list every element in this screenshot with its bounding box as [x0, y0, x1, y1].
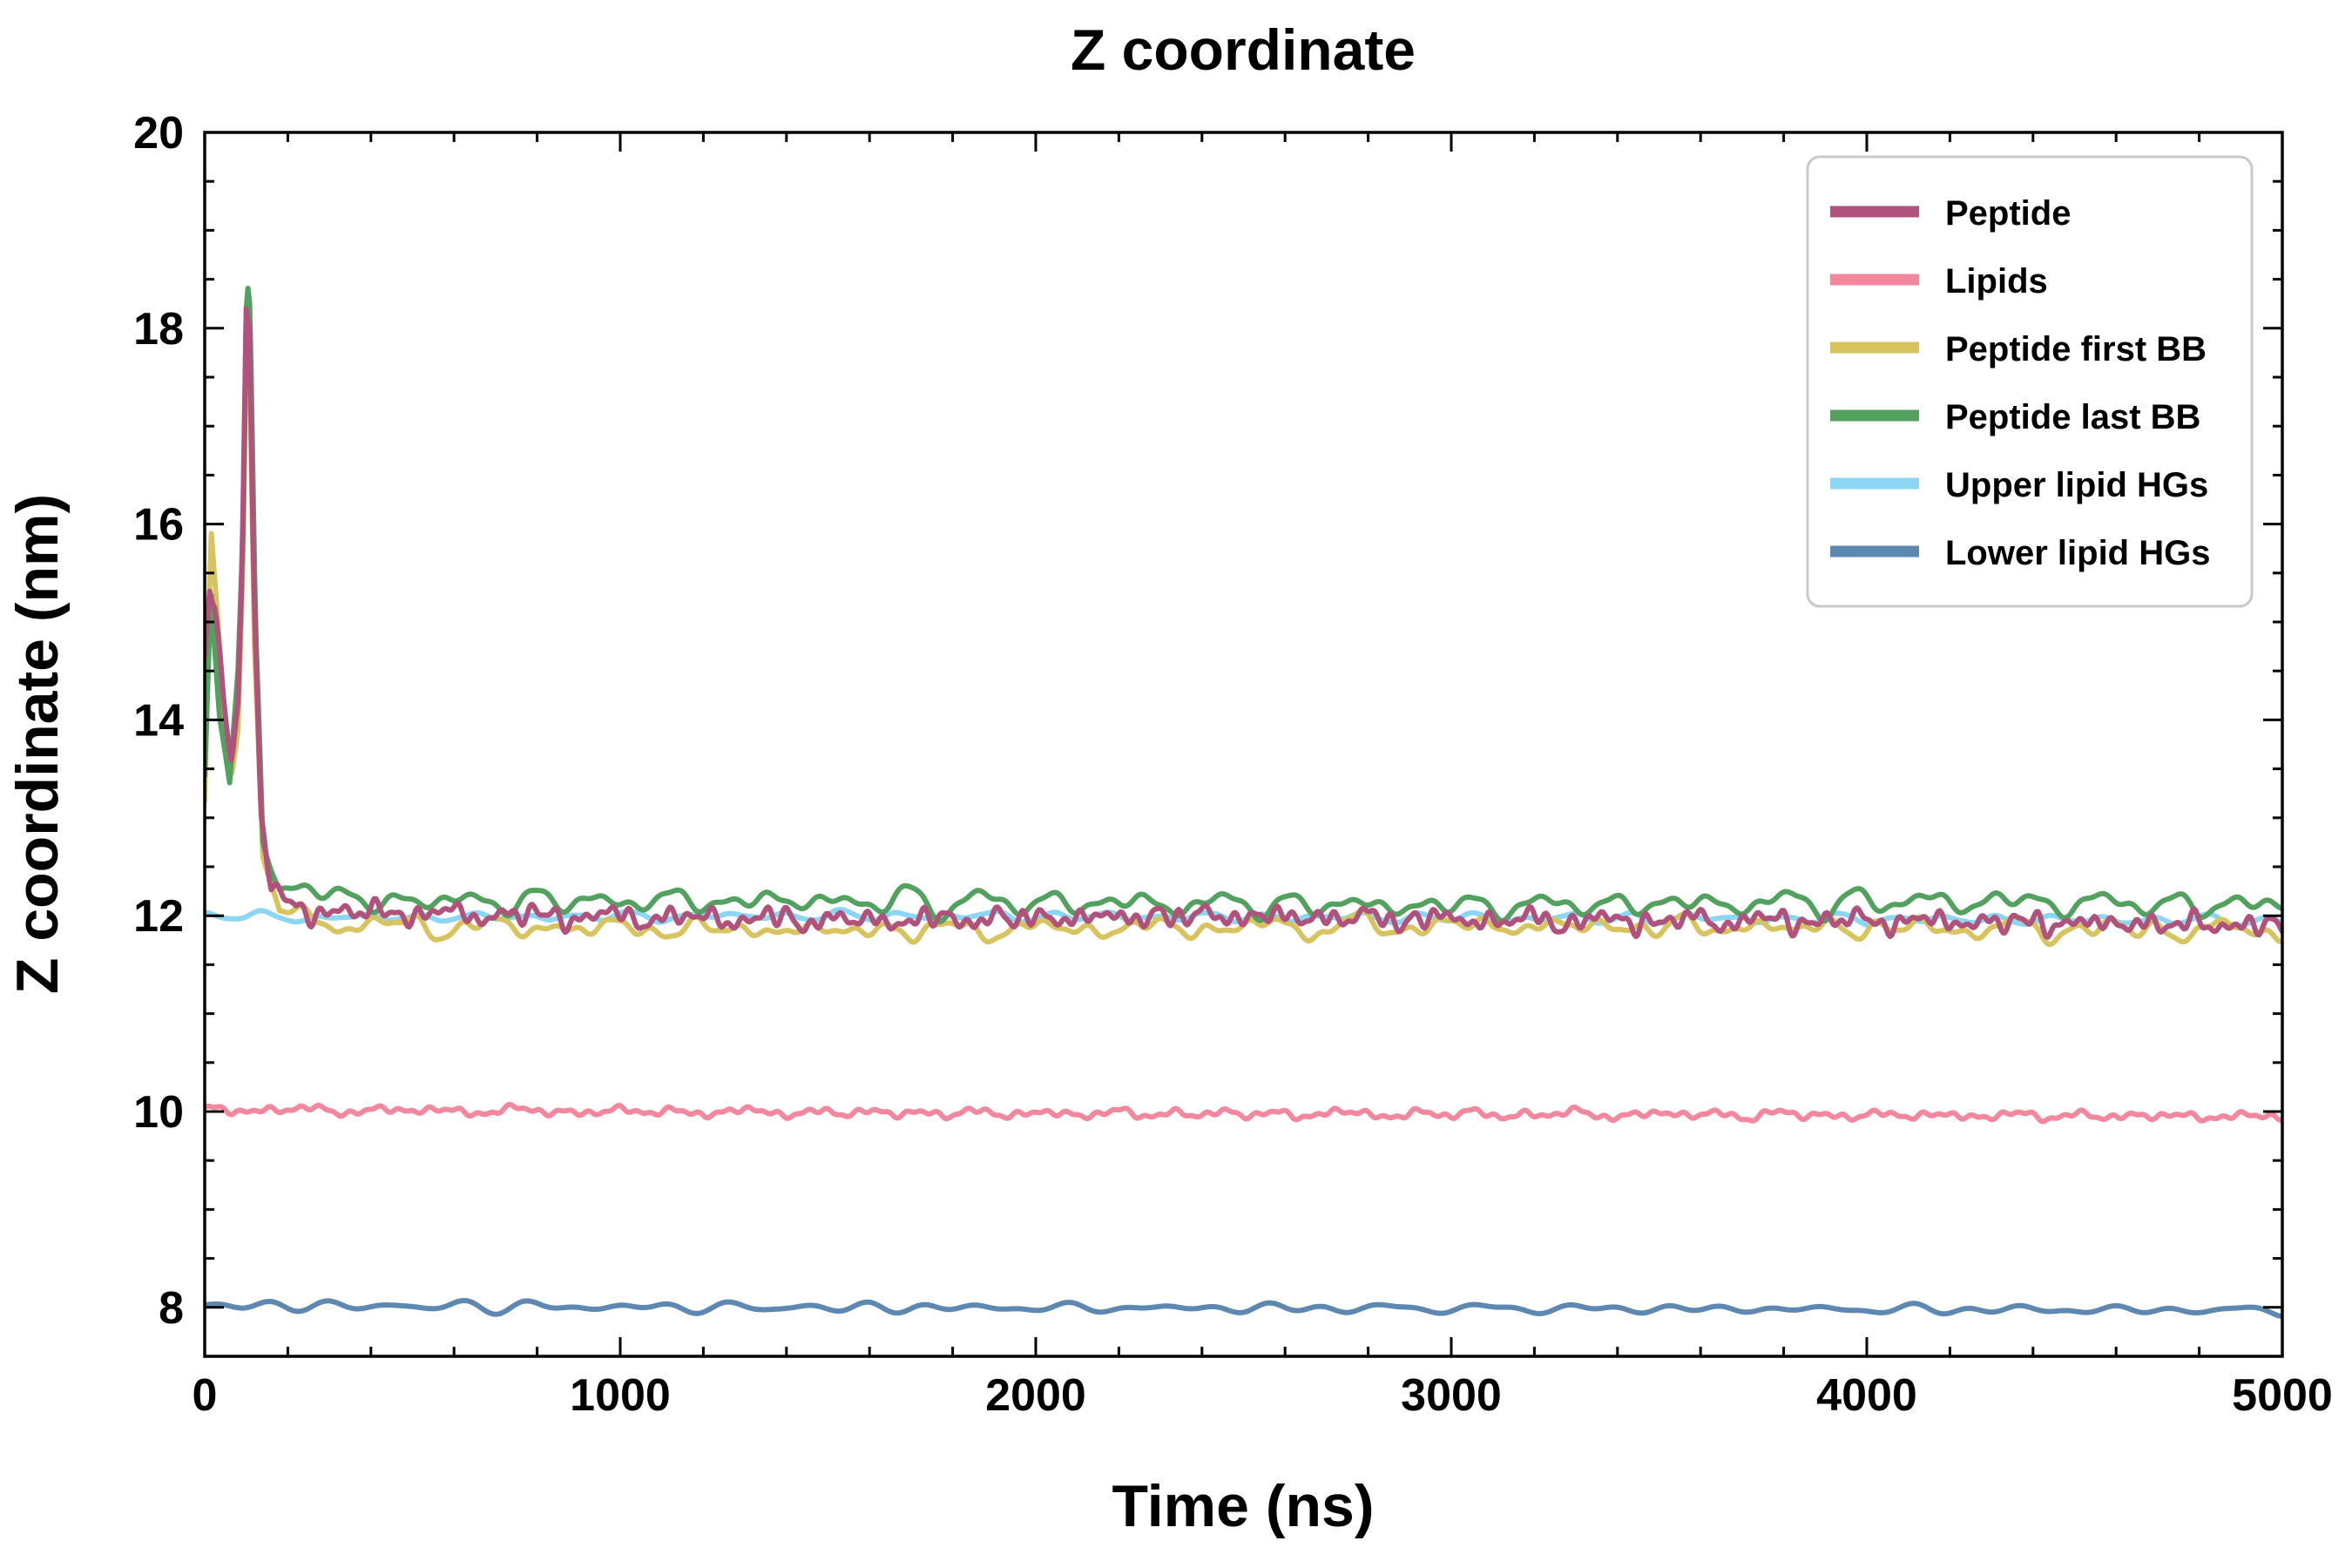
- series-line-peptide: [205, 306, 2282, 940]
- series-line-peptide-last-bb: [205, 286, 2282, 925]
- tick-labels: 0 1000 2000 3000 4000 5000 8 10 12 14 16 18 20: [133, 108, 2333, 1421]
- series-line-lower-lipid-hgs: [205, 1298, 2282, 1320]
- legend-item-peptide-last-bb: Peptide last BB: [1830, 398, 2200, 436]
- y-axis-label: Z coordinate (nm): [4, 494, 71, 994]
- legend-label-lipids: Lipids: [1945, 262, 2048, 301]
- legend-item-lower-lipid-hgs: Lower lipid HGs: [1830, 534, 2210, 572]
- legend-label-peptide-last-bb: Peptide last BB: [1945, 398, 2200, 436]
- legend-label-upper-lipid-hgs: Upper lipid HGs: [1945, 466, 2208, 504]
- chart-title: Z coordinate: [1071, 17, 1416, 82]
- legend-item-lipids: Lipids: [1830, 262, 2048, 301]
- legend-item-peptide: Peptide: [1830, 194, 2071, 233]
- legend-item-upper-lipid-hgs: Upper lipid HGs: [1830, 466, 2208, 504]
- x-tick-label-1000: 1000: [570, 1370, 671, 1421]
- legend-item-peptide-first-bb: Peptide first BB: [1830, 330, 2207, 368]
- plot-border: [203, 131, 2284, 1358]
- y-tick-label-8: 8: [159, 1283, 184, 1334]
- x-tick-label-3000: 3000: [1401, 1370, 1502, 1421]
- y-tick-label-10: 10: [133, 1087, 184, 1138]
- x-tick-label-2000: 2000: [985, 1370, 1086, 1421]
- plot-root: 0 1000 2000 3000 4000 5000 8 10 12 14 16 18 20 Peptid…: [133, 108, 2333, 1421]
- series-line-lipids: [205, 1101, 2282, 1125]
- x-tick-label-5000: 5000: [2232, 1370, 2333, 1421]
- y-tick-label-20: 20: [133, 108, 184, 159]
- x-tick-label-4000: 4000: [1816, 1370, 1917, 1421]
- y-tick-label-18: 18: [133, 304, 184, 355]
- legend-label-peptide: Peptide: [1945, 194, 2071, 233]
- legend-box: [1806, 155, 2254, 608]
- legend-label-peptide-first-bb: Peptide first BB: [1945, 330, 2207, 368]
- y-tick-label-14: 14: [133, 695, 184, 746]
- y-tick-label-12: 12: [133, 891, 184, 942]
- x-axis-label: Time (ns): [1112, 1473, 1374, 1539]
- y-tick-label-16: 16: [133, 500, 184, 551]
- x-tick-label-0: 0: [193, 1370, 218, 1421]
- legend-label-lower-lipid-hgs: Lower lipid HGs: [1945, 534, 2210, 572]
